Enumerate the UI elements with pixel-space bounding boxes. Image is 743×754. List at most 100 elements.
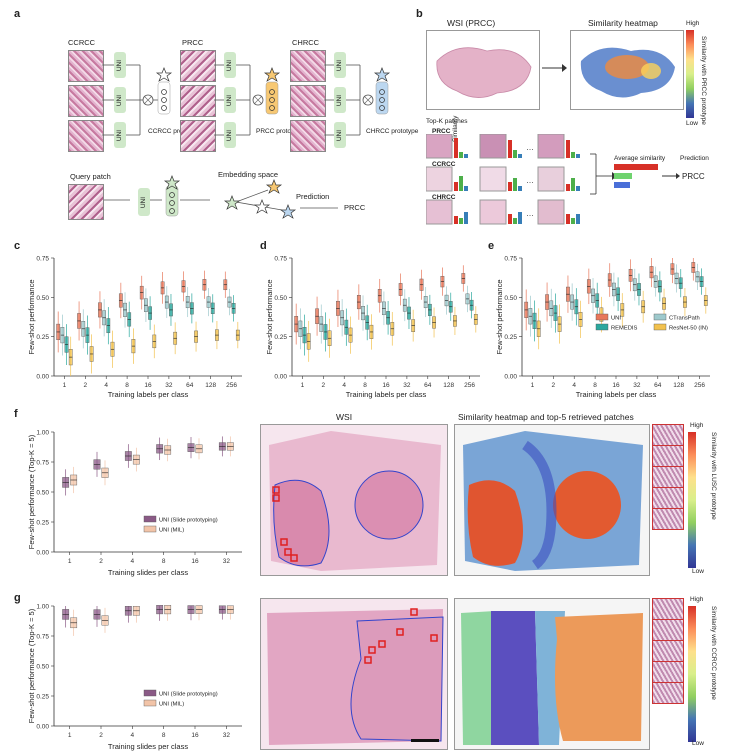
colorbar-high: High <box>686 20 700 27</box>
row-label-prcc: PRCC <box>432 128 451 135</box>
panel-a-connectors <box>102 64 391 219</box>
chart-e: 0.00 0.25 0.50 0.75 1 2 4 8 16 32 64 128 256 Training… <box>495 256 710 399</box>
g-colorbar-high: High <box>690 596 704 603</box>
g-wsi-image <box>260 598 448 750</box>
f-similarity-heatmap <box>454 424 650 576</box>
panel-letter-d: d <box>260 240 267 252</box>
ccrcc-patch-1 <box>68 50 104 82</box>
f-heatmap-title: Similarity heatmap and top-5 retrieved p… <box>458 412 634 422</box>
x-tick-label: 4 <box>131 732 135 739</box>
ccrcc-prototype-label: CCRCC prototype <box>148 128 201 135</box>
x-axis-label: Training labels per class <box>108 390 189 399</box>
f-colorbar-title: Similarity with LUSC prototype <box>710 432 717 520</box>
legend-label: UNI (MIL) <box>159 702 184 708</box>
x-tick-label: 4 <box>104 382 108 389</box>
row-label-chrcc: CHRCC <box>432 194 456 201</box>
legend-swatch <box>653 323 667 331</box>
uni-encoder-box: UNI <box>138 188 150 216</box>
uni-encoder-box: UNI <box>334 87 346 113</box>
y-tick-label: 0.50 <box>504 295 517 302</box>
panel-letter-g: g <box>14 592 21 604</box>
y-tick-label: 0.50 <box>274 295 287 302</box>
f-wsi-title: WSI <box>336 412 353 422</box>
uni-encoder-box: UNI <box>334 122 346 148</box>
class-label-ccrcc: CCRCC <box>68 38 96 47</box>
average-similarity-label: Average similarity <box>614 155 666 162</box>
legend-swatch <box>595 313 609 321</box>
prcc-patch-1 <box>180 50 216 82</box>
x-tick-label: 4 <box>572 382 576 389</box>
ccrcc-patch-2 <box>68 85 104 117</box>
prcc-patch-3 <box>180 120 216 152</box>
x-tick-label: 64 <box>654 382 662 389</box>
legend-swatch <box>653 313 667 321</box>
uni-encoder-box: UNI <box>224 87 236 113</box>
query-patch-label: Query patch <box>70 172 111 181</box>
x-tick-label: 2 <box>99 558 103 565</box>
x-tick-label: 16 <box>612 382 620 389</box>
b-prediction-arrow <box>662 173 680 179</box>
top-k-patches-label: Top-K patches <box>426 118 468 125</box>
y-tick-label: 0.50 <box>36 295 49 302</box>
y-tick-label: 0.75 <box>274 256 287 263</box>
embedding-space-label: Embedding space <box>218 170 279 179</box>
topk-patch-grid: ……… <box>426 134 580 225</box>
prcc-similarity-heatmap <box>570 30 684 110</box>
x-tick-label: 32 <box>223 732 231 739</box>
g-similarity-heatmap <box>454 598 650 750</box>
x-tick-label: 16 <box>191 558 199 565</box>
chrcc-patch-1 <box>290 50 326 82</box>
prcc-prototype-label: PRCC prototype <box>256 128 304 135</box>
average-similarity-bars <box>614 164 658 188</box>
x-tick-label: 32 <box>633 382 641 389</box>
x-tick-label: 16 <box>144 382 152 389</box>
x-tick-label: 1 <box>531 382 535 389</box>
y-axis-label: Few-shot performance <box>27 279 36 354</box>
f-colorbar-high: High <box>690 422 704 429</box>
wsi-prcc-title: WSI (PRCC) <box>447 18 496 28</box>
x-tick-label: 256 <box>694 382 705 389</box>
y-tick-label: 0.25 <box>36 694 49 701</box>
x-tick-label: 32 <box>223 558 231 565</box>
y-tick-label: 0.75 <box>36 460 49 467</box>
query-patch-image <box>68 184 104 220</box>
x-tick-label: 32 <box>165 382 173 389</box>
legend-label: UNI (Slide prototyping) <box>159 692 218 698</box>
g-top5-patches <box>652 598 684 704</box>
y-axis-label: Few-shot performance <box>265 279 274 354</box>
x-axis-label: Training slides per class <box>108 742 188 751</box>
x-tick-label: 8 <box>593 382 597 389</box>
wsi-prcc-image <box>426 30 540 110</box>
x-tick-label: 16 <box>191 732 199 739</box>
y-tick-label: 0.25 <box>36 334 49 341</box>
y-tick-label: 0.00 <box>36 550 49 557</box>
panel-letter-c: c <box>14 240 21 252</box>
uni-encoder-box: UNI <box>114 122 126 148</box>
chart-d: 0.00 0.25 0.50 0.75 1 2 4 8 16 32 64 128 256 Training… <box>265 256 480 399</box>
uni-encoder-box: UNI <box>334 52 346 78</box>
x-tick-label: 1 <box>68 732 72 739</box>
y-tick-label: 0.00 <box>36 724 49 731</box>
x-tick-label: 8 <box>162 732 166 739</box>
legend-label: ResNet-50 (IN) <box>669 326 708 332</box>
b-prediction-label: Prediction <box>680 155 709 162</box>
panel-letter-b: b <box>416 8 423 20</box>
heatmap-tissue <box>580 47 675 98</box>
chrcc-prototype-label: CHRCC prototype <box>366 128 419 135</box>
legend-label: UNI (MIL) <box>159 528 184 534</box>
g-colorbar-title: Similarity with CCRCC prototype <box>710 606 717 700</box>
y-axis-label: Few-shot performance (Top-K = 5) <box>27 608 36 723</box>
legend-swatch <box>143 515 157 523</box>
legend-label: UNI (Slide prototyping) <box>159 518 218 524</box>
b-prediction-value: PRCC <box>682 172 705 181</box>
y-tick-label: 0.75 <box>36 634 49 641</box>
y-tick-label: 0.00 <box>36 374 49 381</box>
colorbar-low: Low <box>686 120 698 127</box>
x-axis-label: Training slides per class <box>108 568 188 577</box>
y-tick-label: 0.25 <box>274 334 287 341</box>
y-tick-label: 0.25 <box>504 334 517 341</box>
panel-letter-f: f <box>14 408 18 420</box>
chart-c: 0.00 0.25 0.50 0.75 1 2 4 8 16 32 64 128 256 Training… <box>27 256 242 399</box>
svg-text:…: … <box>526 209 534 218</box>
prediction-label: Prediction <box>296 192 330 201</box>
